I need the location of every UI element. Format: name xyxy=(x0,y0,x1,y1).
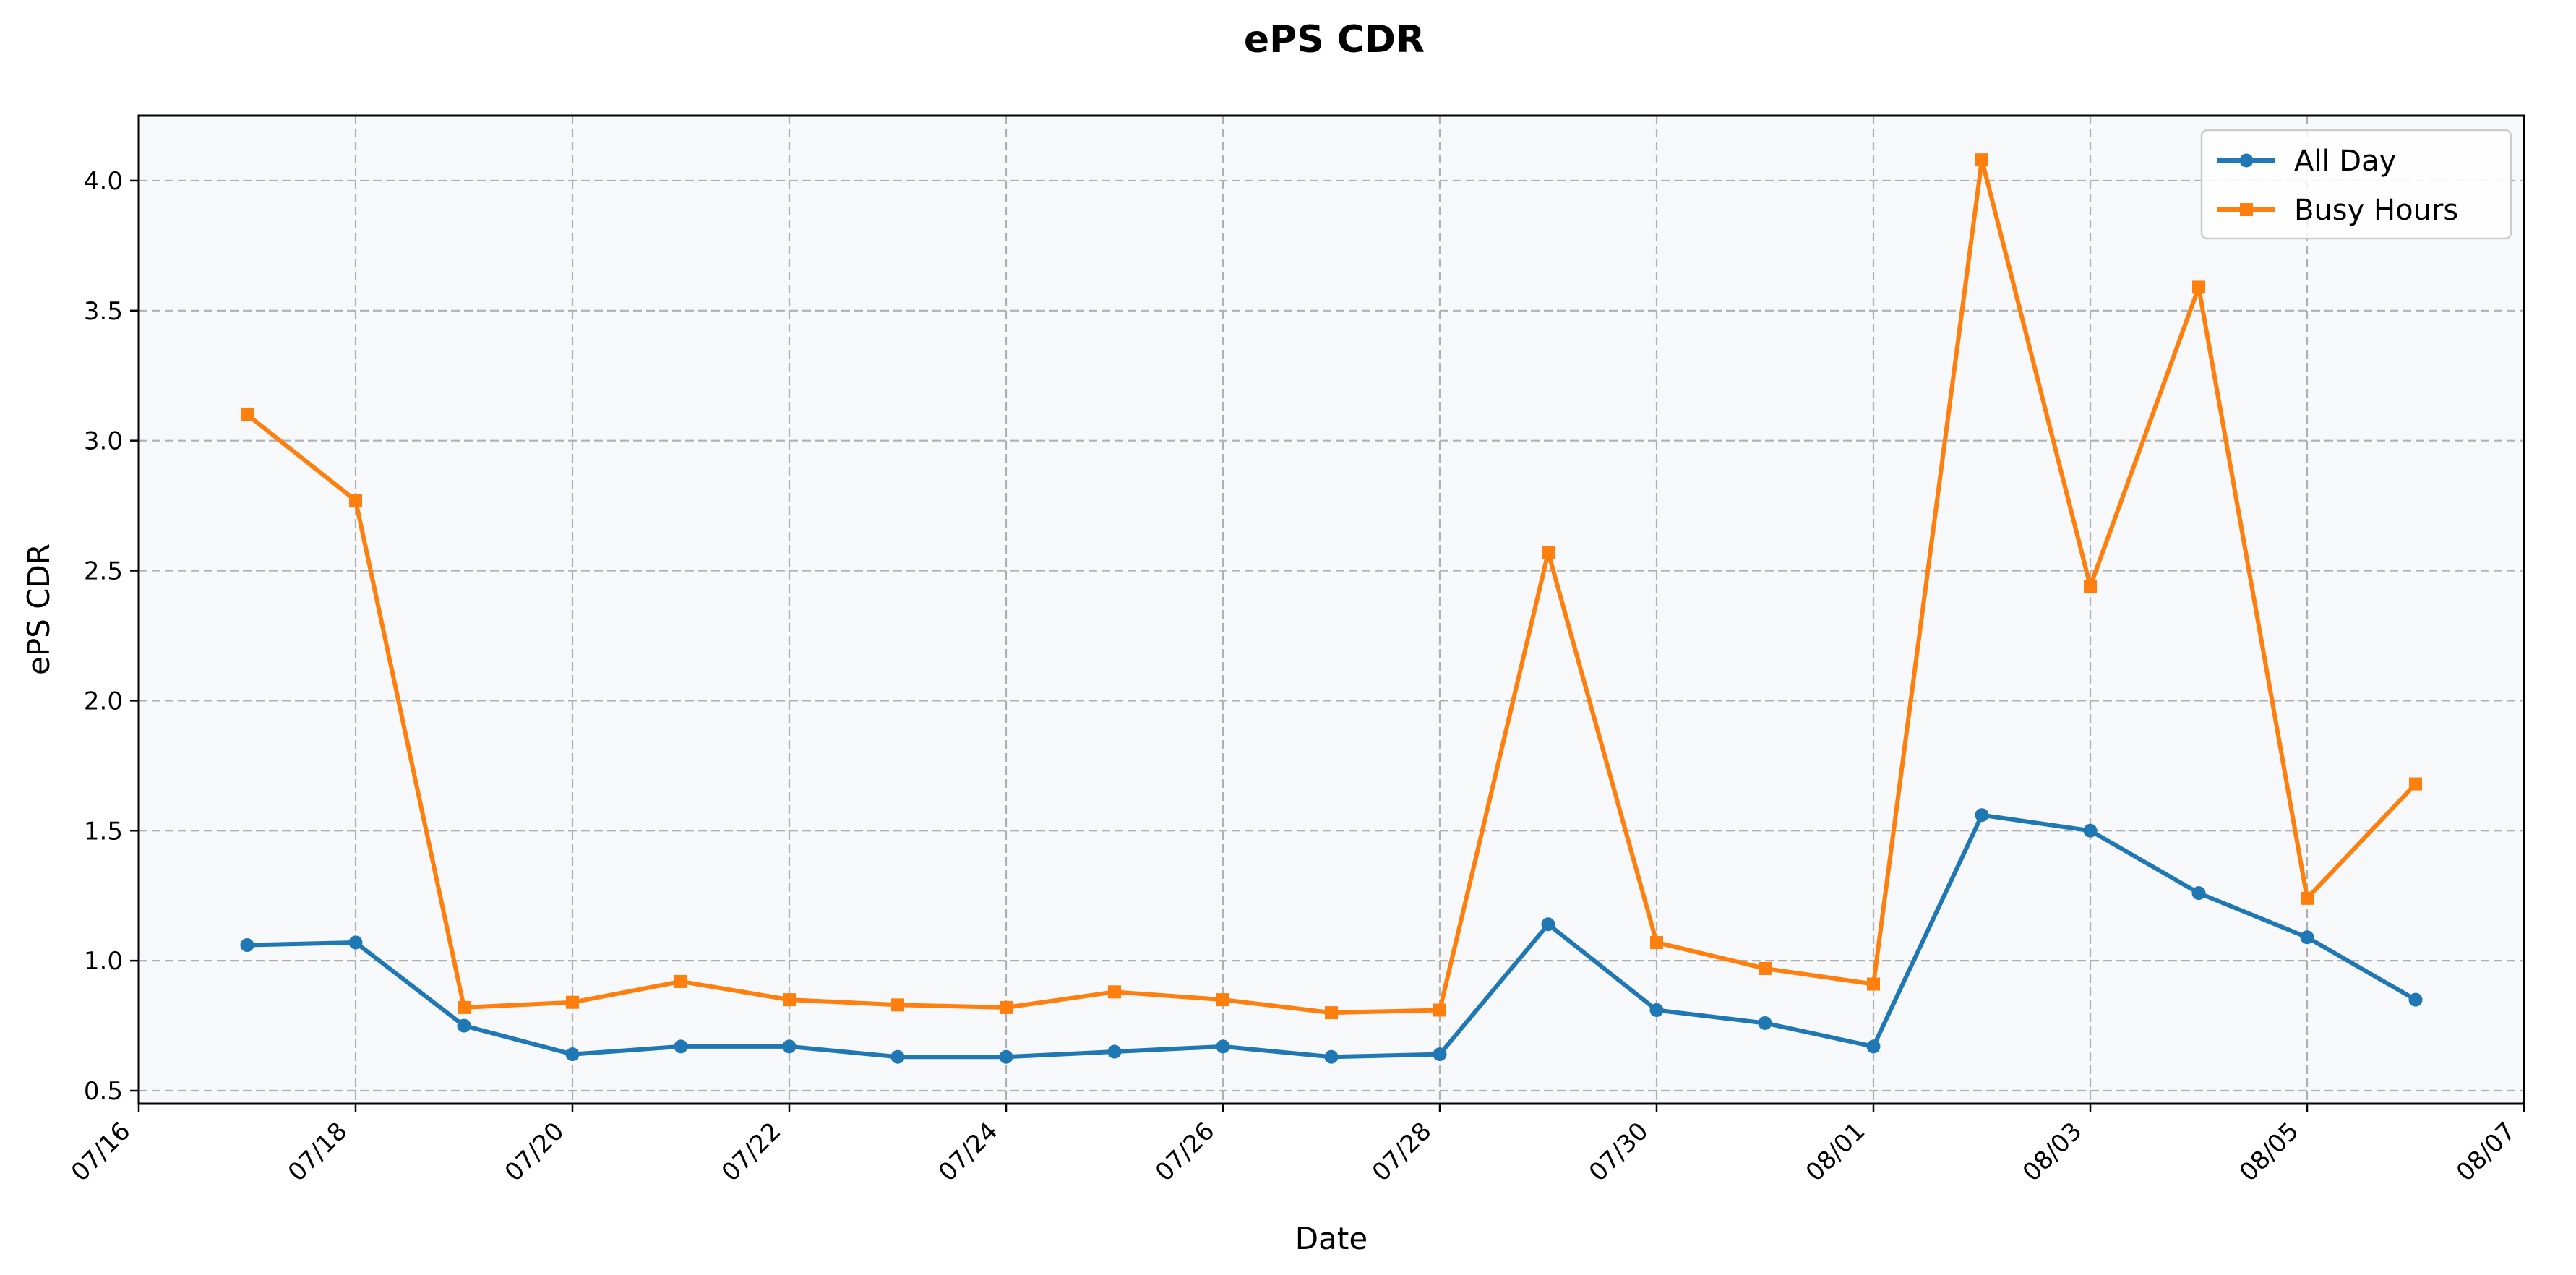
series-all-day xyxy=(240,808,2423,1064)
data-point-busy-hours xyxy=(674,974,687,988)
x-tick-label: 07/20 xyxy=(499,1117,570,1188)
data-point-all-day xyxy=(565,1047,580,1062)
y-axis: 0.5 1.0 1.5 2.0 2.5 3.0 3.5 4.0 xyxy=(84,167,139,1106)
data-point-busy-hours xyxy=(349,494,362,507)
y-tick-label: 3.5 xyxy=(84,297,123,326)
y-tick-label: 0.5 xyxy=(84,1077,123,1106)
legend-box xyxy=(2200,129,2512,240)
data-point-all-day xyxy=(1541,917,1555,932)
series-busy-hours xyxy=(241,153,2422,1020)
x-tick-label: 08/03 xyxy=(2017,1117,2088,1188)
data-point-all-day xyxy=(2300,930,2314,945)
data-point-all-day xyxy=(674,1039,688,1054)
legend-label-all-day: All Day xyxy=(2294,145,2396,178)
legend-marker-all-day xyxy=(2239,153,2254,168)
data-point-all-day xyxy=(890,1049,905,1064)
data-point-all-day xyxy=(1324,1049,1339,1064)
data-point-all-day xyxy=(2083,823,2098,838)
x-tick-label: 07/28 xyxy=(1367,1117,1438,1188)
data-point-busy-hours xyxy=(891,998,904,1012)
data-point-busy-hours xyxy=(1650,935,1663,949)
y-axis-label: ePS CDR xyxy=(21,544,56,675)
data-point-busy-hours xyxy=(566,995,579,1009)
x-tick-label: 08/01 xyxy=(1800,1117,1871,1188)
data-point-busy-hours xyxy=(1867,977,1880,991)
legend: All Day Busy Hours xyxy=(2200,129,2512,240)
data-point-busy-hours xyxy=(2301,891,2314,905)
x-tick-label: 08/07 xyxy=(2451,1117,2522,1188)
plot-area xyxy=(139,116,2524,1104)
x-axis: 07/16 07/18 07/20 07/22 07/24 07/26 07/28 07/30… xyxy=(66,1104,2525,1188)
data-point-busy-hours xyxy=(241,408,254,421)
y-tick-label: 2.0 xyxy=(84,687,123,716)
data-point-busy-hours xyxy=(1542,546,1555,559)
x-tick-label: 07/24 xyxy=(933,1117,1004,1188)
data-point-all-day xyxy=(2191,886,2206,901)
y-tick-label: 1.0 xyxy=(84,947,123,976)
data-point-all-day xyxy=(1216,1039,1230,1054)
data-point-busy-hours xyxy=(783,993,796,1007)
plot-frame xyxy=(137,114,2525,1105)
data-point-busy-hours xyxy=(1975,153,1988,167)
y-tick-label: 1.5 xyxy=(84,817,123,846)
data-point-busy-hours xyxy=(1759,961,1772,975)
data-point-busy-hours xyxy=(2192,280,2205,294)
y-gridlines xyxy=(139,179,2524,1092)
data-point-all-day xyxy=(999,1049,1013,1064)
data-point-busy-hours xyxy=(1108,985,1121,999)
data-point-all-day xyxy=(1758,1016,1772,1030)
data-point-all-day xyxy=(2408,992,2423,1007)
data-point-all-day xyxy=(1975,808,1989,823)
series-layer xyxy=(240,153,2423,1064)
x-axis-label: Date xyxy=(1295,1221,1368,1256)
data-point-busy-hours xyxy=(1433,1003,1446,1017)
x-tick-label: 07/16 xyxy=(66,1117,137,1188)
data-point-busy-hours xyxy=(1000,1000,1013,1014)
data-point-all-day xyxy=(1866,1039,1881,1054)
data-point-busy-hours xyxy=(458,1000,471,1014)
legend-label-busy-hours: Busy Hours xyxy=(2294,194,2458,227)
y-tick-label: 2.5 xyxy=(84,557,123,586)
data-point-all-day xyxy=(1107,1044,1122,1059)
data-point-all-day xyxy=(782,1039,797,1054)
chart-title: ePS CDR xyxy=(1244,18,1425,61)
y-tick-label: 4.0 xyxy=(84,167,123,196)
x-tick-label: 07/26 xyxy=(1150,1117,1221,1188)
data-point-all-day xyxy=(348,935,363,950)
x-tick-label: 08/05 xyxy=(2234,1117,2305,1188)
x-tick-label: 07/18 xyxy=(283,1117,353,1188)
data-point-busy-hours xyxy=(2084,580,2097,593)
data-point-busy-hours xyxy=(2409,777,2422,791)
x-tick-label: 07/22 xyxy=(716,1117,787,1188)
data-point-busy-hours xyxy=(1216,993,1229,1007)
data-point-busy-hours xyxy=(1325,1006,1338,1020)
data-point-all-day xyxy=(1649,1003,1664,1017)
data-point-all-day xyxy=(1433,1047,1447,1062)
x-tick-label: 07/30 xyxy=(1584,1117,1654,1188)
legend-marker-busy-hours xyxy=(2240,203,2253,216)
y-tick-label: 3.0 xyxy=(84,427,123,456)
data-point-all-day xyxy=(240,938,254,953)
data-point-all-day xyxy=(457,1018,471,1033)
